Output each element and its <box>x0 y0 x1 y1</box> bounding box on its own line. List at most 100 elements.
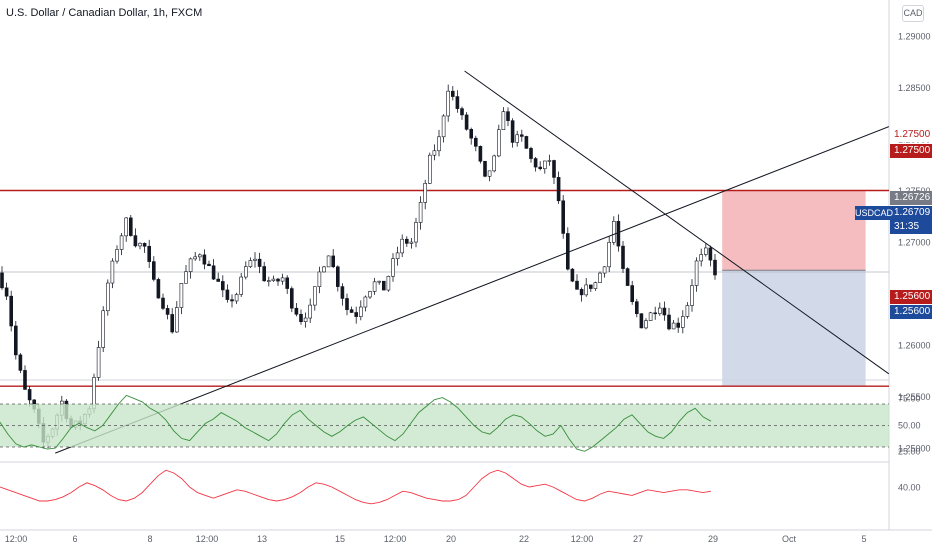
candle <box>464 114 469 130</box>
price-tick-label: 1.28500 <box>898 83 931 93</box>
candle <box>354 312 359 317</box>
rsi-line <box>0 394 712 452</box>
candle <box>124 217 128 237</box>
lower-level-tag: 1.25600 <box>890 290 932 304</box>
trendline <box>55 126 889 454</box>
candle <box>515 134 520 143</box>
time-tick-label: 5 <box>861 534 866 544</box>
candle <box>473 137 478 147</box>
candle <box>326 255 331 268</box>
position-tool-zones <box>722 190 866 387</box>
trendlines <box>55 70 890 454</box>
candle <box>556 177 561 202</box>
candle <box>322 266 326 273</box>
candle <box>138 243 142 247</box>
candle <box>248 260 253 267</box>
time-tick-label: 27 <box>633 534 643 544</box>
candle <box>152 261 156 280</box>
symbol-label: USDCAD <box>855 206 894 220</box>
upper-level-label: 1.27500 <box>890 144 932 158</box>
candle <box>253 258 257 261</box>
candle <box>680 316 685 328</box>
candle <box>211 265 216 280</box>
target-price-tag: 1.26726 <box>890 191 932 205</box>
rsi-tick-label: 75.00 <box>898 394 921 404</box>
candle <box>221 281 225 291</box>
chart-title: U.S. Dollar / Canadian Dollar, 1h, FXCM <box>6 7 203 19</box>
oscillator-line <box>0 469 712 505</box>
oscillator-pane: 40.00 <box>0 469 921 505</box>
candle <box>644 320 648 329</box>
candle <box>276 278 280 282</box>
price-tick-label: 1.25000 <box>898 444 931 454</box>
candle <box>175 307 179 333</box>
price-axis: 1.290001.285001.280001.275001.270001.265… <box>898 32 931 454</box>
candle <box>667 314 671 330</box>
rsi-tick-label: 25.00 <box>898 447 921 457</box>
candle <box>266 280 271 282</box>
candle <box>690 285 694 306</box>
price-tick-label: 1.27000 <box>898 238 931 248</box>
candle <box>584 284 589 296</box>
time-tick-label: 12:00 <box>571 534 594 544</box>
candle <box>639 313 644 329</box>
candle <box>437 136 441 152</box>
stop-loss-zone <box>722 190 866 271</box>
candle <box>395 252 400 259</box>
time-tick-label: 12:00 <box>384 534 407 544</box>
candle <box>161 297 165 309</box>
candle <box>0 272 4 289</box>
candle <box>427 154 432 184</box>
candle <box>598 272 602 283</box>
lower-level-label: 1.25600 <box>890 305 932 319</box>
candle <box>579 289 584 296</box>
candle <box>294 307 299 315</box>
candle <box>524 136 529 149</box>
candle <box>432 150 437 156</box>
candle <box>340 286 345 299</box>
rsi-pane: 75.00 50.00 25.00 <box>0 394 921 457</box>
candle <box>349 309 354 313</box>
candle <box>368 291 372 298</box>
candle <box>262 266 267 282</box>
candle <box>202 254 207 265</box>
candle <box>156 279 161 299</box>
candle <box>414 222 418 243</box>
countdown-tag: 31:35 <box>890 220 932 234</box>
currency-button[interactable]: CAD <box>902 5 924 22</box>
candle <box>142 243 147 247</box>
candle <box>510 120 515 143</box>
candle <box>285 277 290 289</box>
candle <box>708 247 713 261</box>
candle <box>244 266 248 278</box>
candle <box>648 312 653 321</box>
candle <box>441 115 446 138</box>
time-tick-label: 22 <box>519 534 529 544</box>
candle <box>216 278 220 282</box>
candle <box>9 295 13 327</box>
candle <box>165 308 170 315</box>
candle <box>662 307 667 316</box>
candle <box>483 160 487 177</box>
time-tick-label: 8 <box>147 534 152 544</box>
candle <box>552 160 556 178</box>
candle <box>96 347 101 378</box>
candle <box>14 325 18 356</box>
candle <box>101 310 105 348</box>
candlestick-series <box>0 84 717 449</box>
rsi-tick-label: 50.00 <box>898 421 921 431</box>
candle <box>685 305 690 317</box>
take-profit-zone <box>722 270 866 387</box>
time-tick-label: 15 <box>335 534 345 544</box>
candle <box>308 304 313 319</box>
candle <box>634 301 639 314</box>
candle <box>289 288 294 309</box>
candle <box>450 90 455 97</box>
candle <box>478 146 483 162</box>
candle <box>404 238 409 244</box>
candle <box>345 298 349 310</box>
time-tick-label: 12:00 <box>196 534 219 544</box>
candle <box>4 287 9 297</box>
candle <box>469 129 474 139</box>
